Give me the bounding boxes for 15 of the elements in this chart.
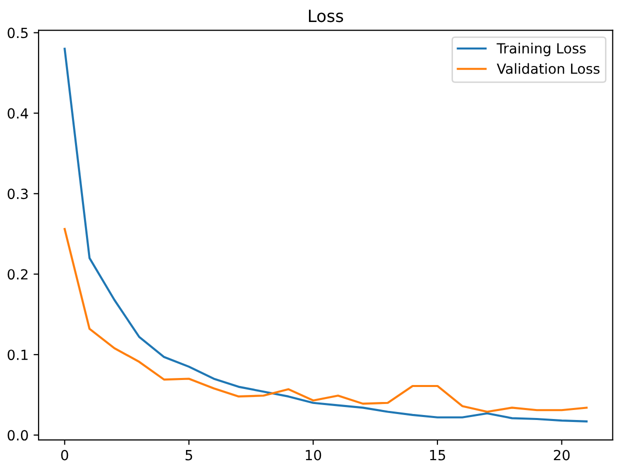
y-tick-label: 0.1 [8,350,28,360]
y-tick-label: 0.5 [8,28,28,38]
y-tick-label: 0.2 [8,269,28,280]
line-series [64,228,588,413]
x-tick-label: 0 [61,450,68,460]
y-tick-label: 0.0 [8,430,28,441]
y-tick-label: 0.4 [8,108,28,119]
x-tick-label: 15 [430,450,446,460]
legend-label: Validation Loss [496,63,600,74]
chart-title: Loss [308,10,344,22]
x-tick-label: 20 [554,450,570,460]
x-tick-label: 10 [306,450,322,460]
legend-label: Training Loss [496,42,586,56]
x-tick-label: 5 [186,450,192,460]
y-tick-label: 0.3 [8,188,28,200]
